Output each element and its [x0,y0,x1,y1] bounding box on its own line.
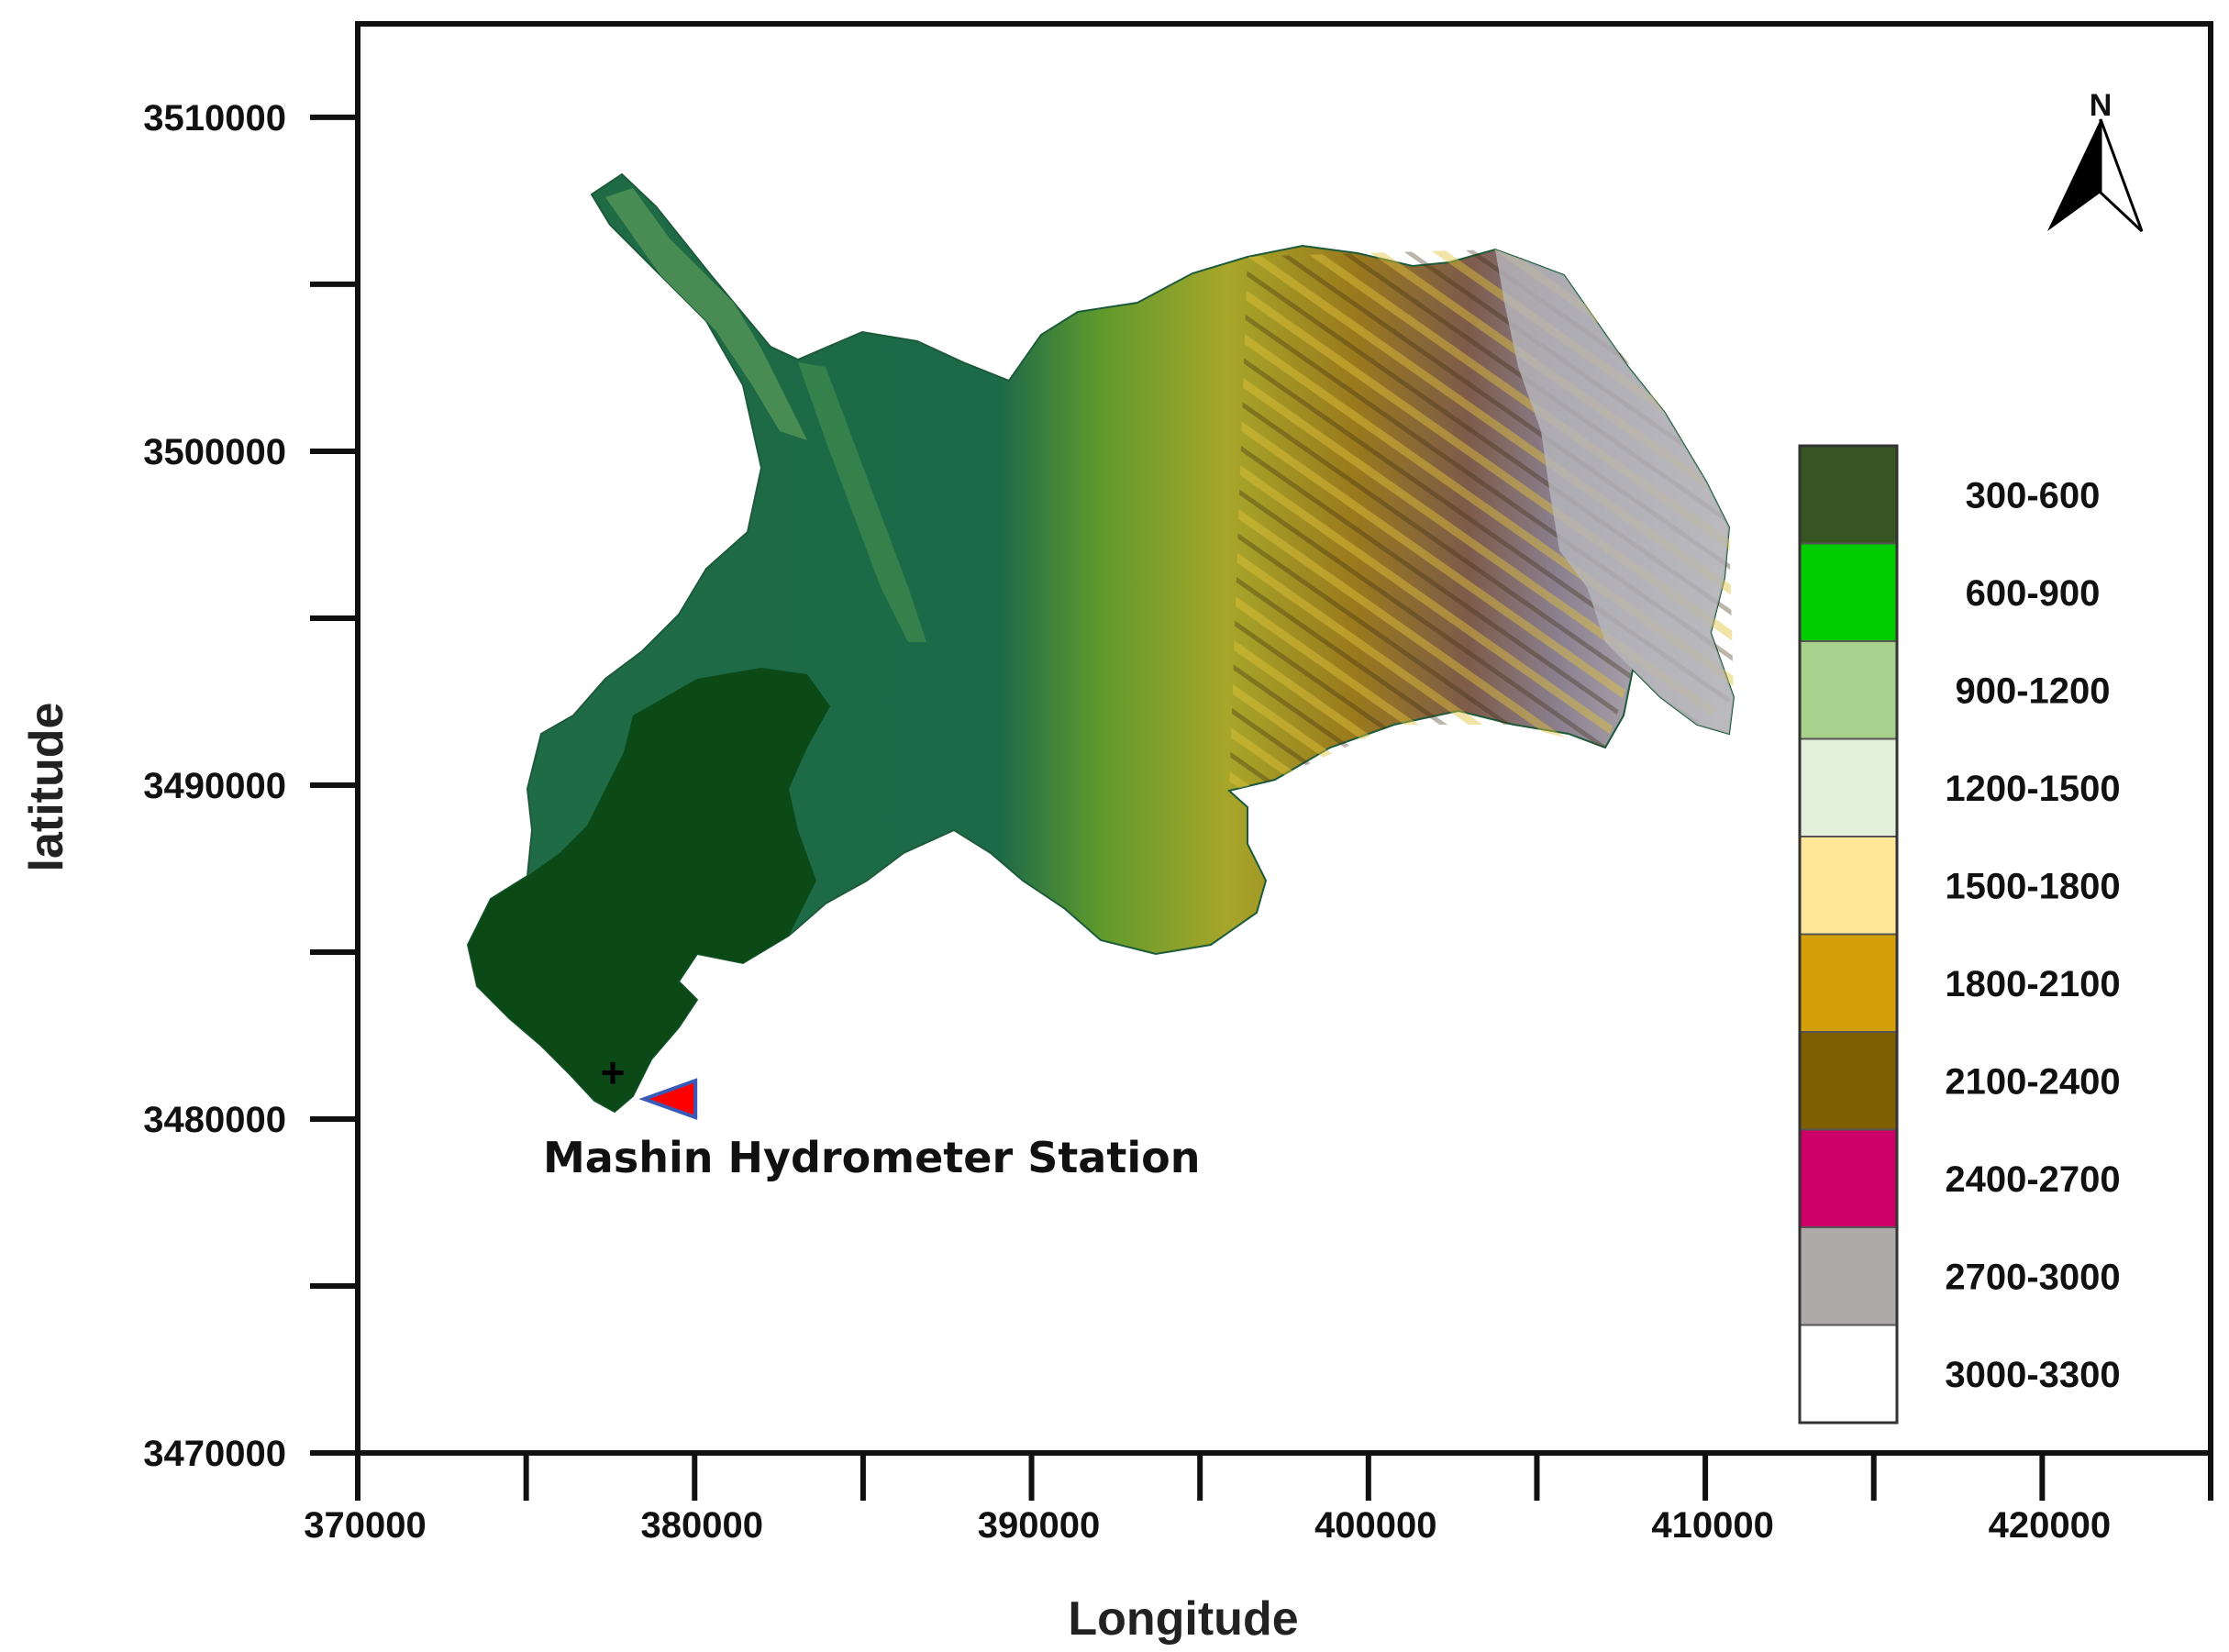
legend-label: 1500-1800 [1945,866,2120,906]
station-label: Mashin Hydrometer Station [543,1133,1200,1182]
legend-label: 900-1200 [1955,671,2110,711]
north-arm-ridge [605,188,807,440]
legend-swatch [1799,640,1898,740]
legend-label: 1200-1500 [1945,769,2120,809]
y-tick-label: 3500000 [143,432,286,472]
station-triangle-icon [638,1078,698,1120]
legend-label: 2400-2700 [1945,1159,2120,1200]
x-axis-ticks: 370000 380000 390000 400000 410000 420000 [304,1453,2213,1546]
central-ridge [798,362,926,642]
station-marker: + [601,1048,698,1120]
lowland-region [468,668,830,1112]
legend-label: 300-600 [1966,475,2101,516]
legend-label: 2700-3000 [1945,1257,2120,1297]
y-tick-label: 3490000 [143,766,286,806]
legend-swatch [1799,933,1898,1033]
y-tick-label: 3480000 [143,1100,286,1140]
north-arrow-icon: N [2047,88,2144,233]
high-peaks-region [1495,249,1734,734]
plot-frame [355,21,2213,1456]
legend-label: 2100-2400 [1945,1061,2120,1102]
y-axis-title: latitude [20,703,73,872]
legend-swatch [1799,836,1898,936]
legend-label: 600-900 [1966,573,2101,614]
x-tick-label: 410000 [1651,1505,1773,1546]
legend-swatch [1799,737,1898,837]
station-star-icon: + [601,1048,626,1096]
legend-border [1798,444,1899,1425]
x-tick-label: 390000 [978,1505,1100,1546]
x-tick-label: 370000 [304,1505,426,1546]
legend-swatch [1799,1324,1898,1424]
y-tick-label: 3470000 [143,1434,286,1474]
legend-swatch [1799,445,1898,545]
x-tick-label: 380000 [641,1505,763,1546]
elevation-legend: 300-600 600-900 900-1200 1200-1500 1500-1800… [1798,444,2121,1425]
x-axis-title: Longitude [1068,1592,1298,1646]
legend-swatch [1799,542,1898,642]
legend-label: 1800-2100 [1945,964,2120,1004]
north-label: N [2090,88,2113,123]
watershed-elevation-map [466,172,1736,1114]
y-axis-ticks: 3510000 3500000 3490000 3480000 3470000 [143,98,358,1474]
legend-label: 3000-3300 [1945,1355,2120,1395]
legend-swatch [1799,1031,1898,1131]
legend-swatch [1799,1226,1898,1326]
x-tick-label: 400000 [1314,1505,1436,1546]
y-tick-label: 3510000 [143,98,286,139]
x-tick-label: 420000 [1989,1505,2111,1546]
legend-swatch [1799,1128,1898,1228]
